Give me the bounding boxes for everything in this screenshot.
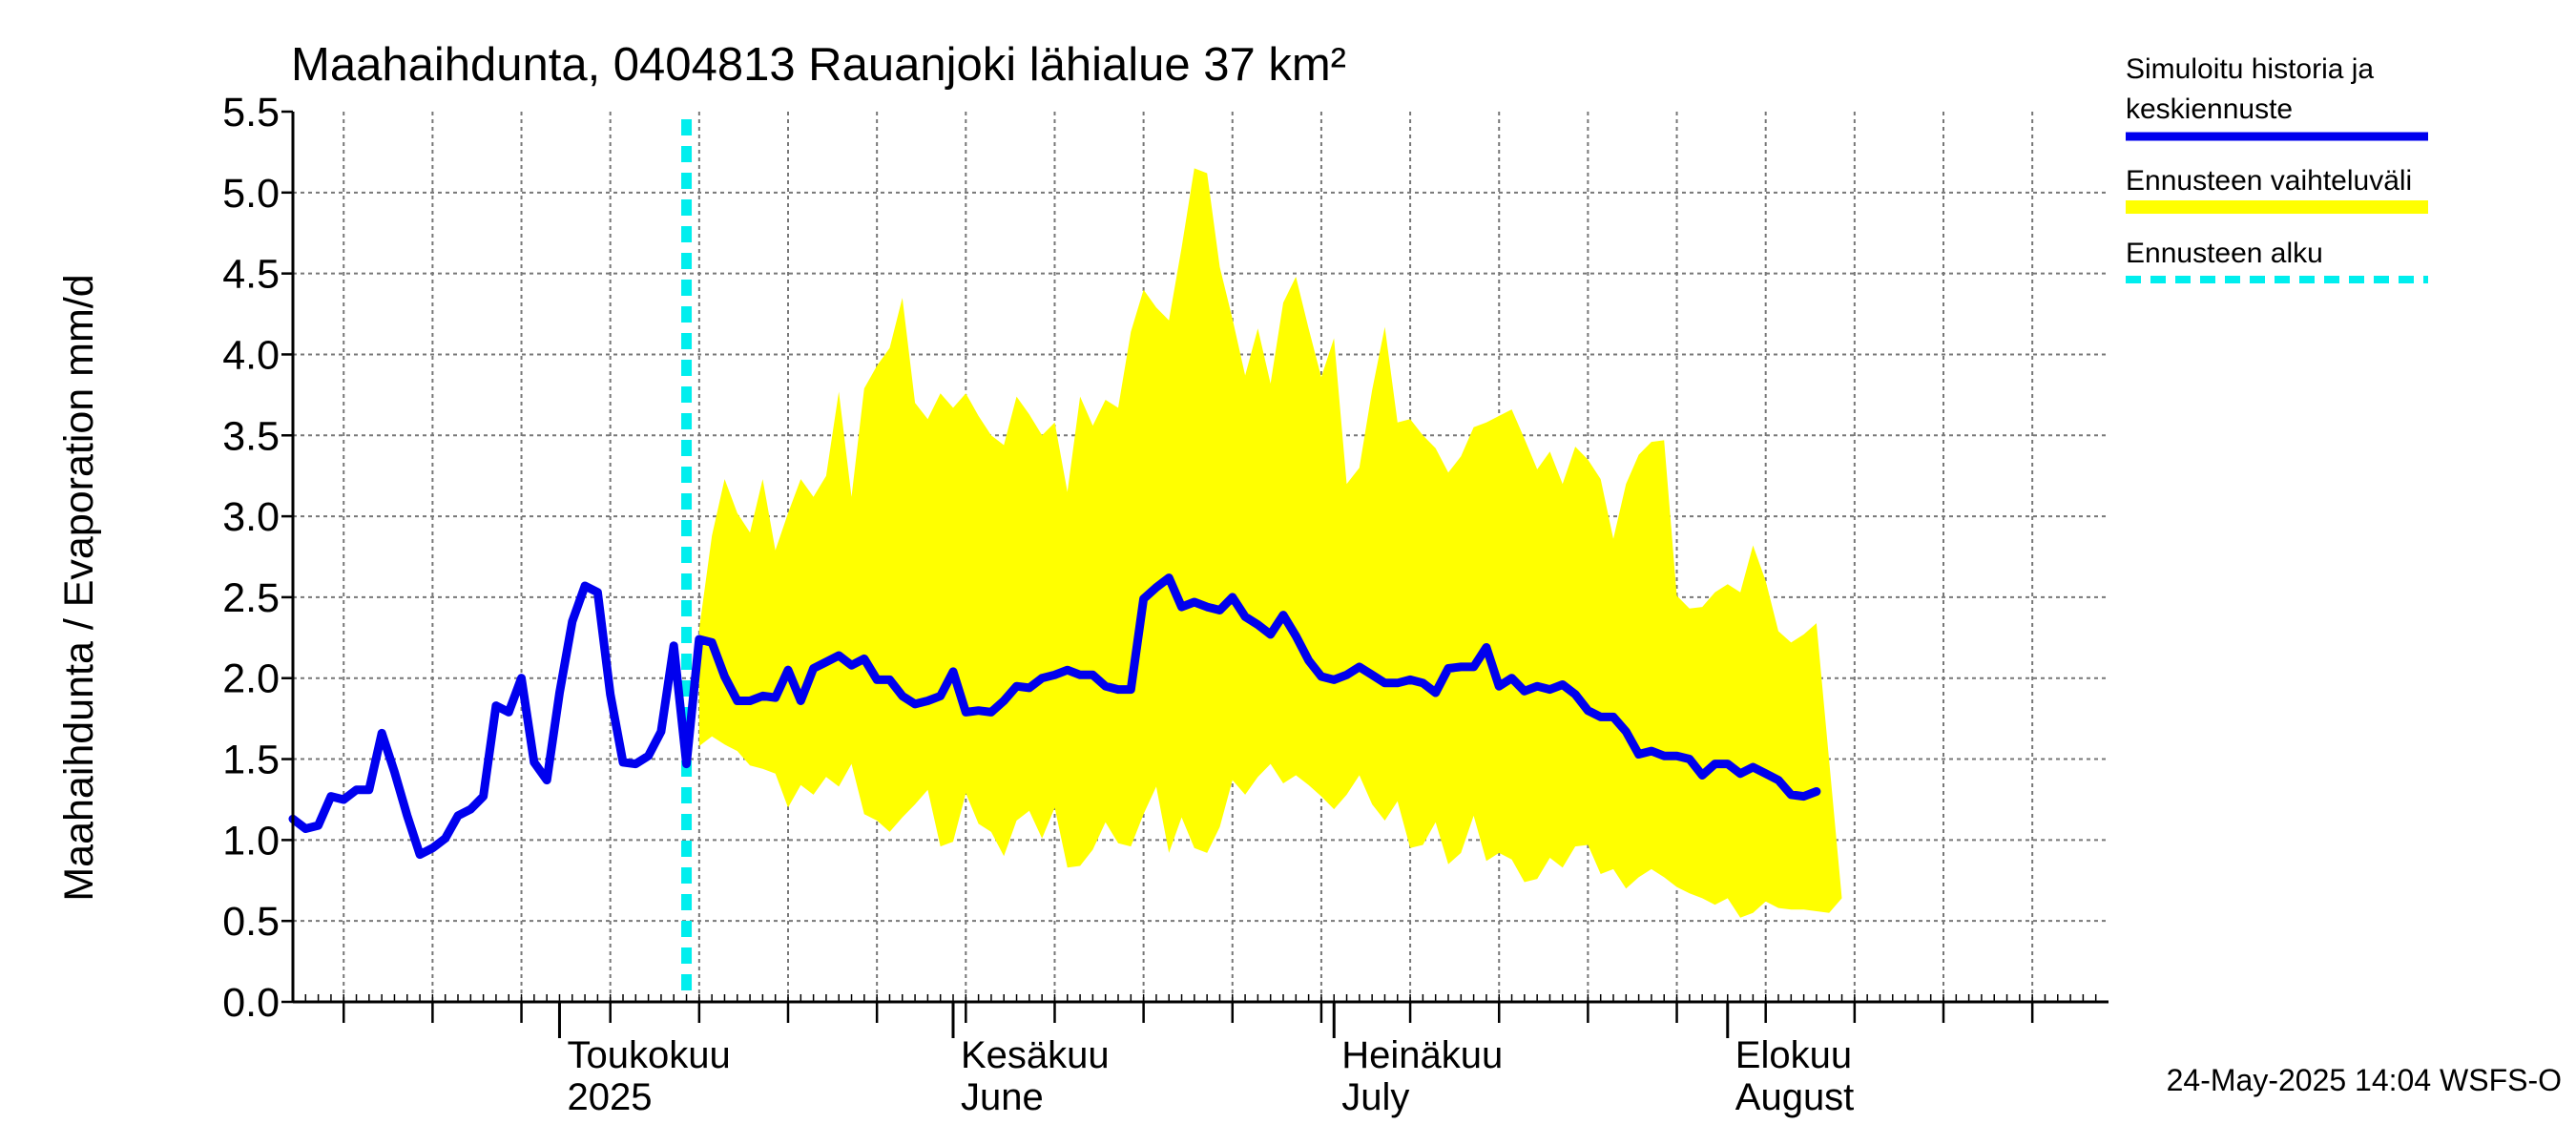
y-tick-label: 2.5: [222, 575, 280, 621]
month-label-line2: 2025: [567, 1076, 652, 1118]
y-tick-label: 4.0: [222, 332, 280, 378]
legend-label-line2: keskiennuste: [2126, 94, 2293, 125]
legend-label: Ennusteen alku: [2126, 238, 2323, 269]
legend-label: Simuloitu historia ja: [2126, 53, 2374, 85]
y-axis-label: Maahaihdunta / Evaporation mm/d: [56, 274, 102, 901]
y-tick-labels: 0.0 0.5 1.0 1.5 2.0 2.5 3.0 3.5 4.0 4.5 5.0 5.5: [222, 90, 293, 1026]
y-tick-label: 2.0: [222, 656, 280, 702]
y-tick-label: 1.0: [222, 818, 280, 864]
axes: [291, 112, 2109, 1004]
chart-title: Maahaihdunta, 0404813 Rauanjoki lähialue…: [291, 39, 1346, 91]
month-label-line1: Elokuu: [1735, 1034, 1852, 1076]
month-label-line1: Kesäkuu: [961, 1034, 1110, 1076]
median-line-group: [288, 573, 1821, 860]
y-tick-label: 1.5: [222, 738, 280, 783]
y-tick-label: 0.0: [222, 980, 280, 1026]
month-label-line2: July: [1341, 1076, 1409, 1118]
y-tick-label: 5.5: [222, 90, 280, 135]
y-tick-label: 4.5: [222, 252, 280, 298]
month-label-line1: Heinäkuu: [1341, 1034, 1503, 1076]
y-tick-label: 3.5: [222, 413, 280, 459]
month-label-line2: June: [961, 1076, 1044, 1118]
month-label-line2: August: [1735, 1076, 1855, 1118]
footer-timestamp: 24-May-2025 14:04 WSFS-O: [2167, 1063, 2562, 1097]
x-ticks: [304, 994, 2097, 1023]
legend-label: Ennusteen vaihteluväli: [2126, 165, 2412, 197]
forecast-range-band: [698, 168, 1842, 918]
forecast-range-area: [698, 168, 1842, 918]
month-label-line1: Toukokuu: [567, 1034, 730, 1076]
median-line: [288, 573, 1821, 860]
y-tick-label: 3.0: [222, 494, 280, 540]
y-tick-label: 0.5: [222, 899, 280, 945]
legend: Simuloitu historia ja keskiennuste Ennuste…: [2126, 53, 2428, 283]
y-tick-label: 5.0: [222, 171, 280, 217]
